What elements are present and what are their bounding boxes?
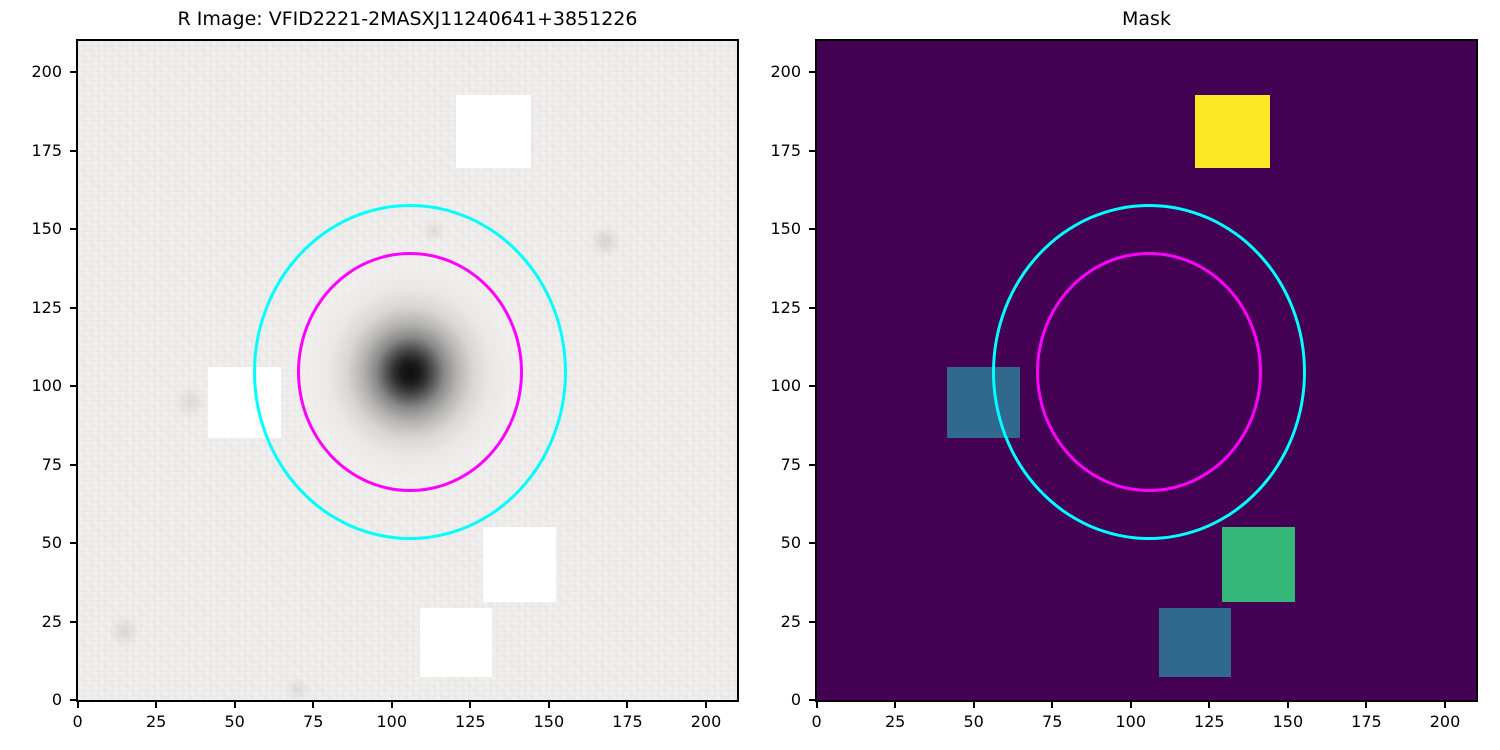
x-tick-label: 0	[811, 712, 822, 731]
x-tick-label: 200	[690, 712, 722, 731]
y-tick-mark	[809, 306, 815, 309]
y-tick-label: 125	[770, 297, 801, 317]
x-tick-label: 100	[376, 712, 408, 731]
y-tick-label: 150	[31, 219, 62, 239]
y-tick-mark	[70, 620, 76, 623]
y-tick-mark	[70, 542, 76, 545]
y-tick-mark	[70, 228, 76, 231]
x-tick-mark	[1051, 702, 1054, 708]
x-tick-mark	[894, 702, 897, 708]
faint-source-blob	[108, 615, 141, 647]
x-tick-mark	[1444, 702, 1446, 708]
y-tick-mark	[809, 228, 815, 231]
y-tick-label: 125	[31, 297, 62, 317]
y-tick-mark	[809, 463, 815, 466]
faint-source-blob	[284, 676, 311, 702]
y-tick-label: 25	[41, 611, 62, 631]
y-tick-label: 175	[31, 140, 62, 160]
x-tick-mark	[1286, 702, 1289, 708]
x-tick-mark	[312, 702, 315, 708]
y-tick-mark	[70, 149, 76, 152]
y-tick-label: 200	[770, 61, 801, 81]
y-tick-label: 150	[770, 219, 801, 239]
y-tick-mark	[70, 385, 76, 388]
y-tick-mark	[809, 385, 815, 388]
y-tick-label: 100	[31, 376, 62, 396]
x-tick-mark	[390, 702, 393, 708]
r-image-plot-area	[76, 39, 739, 702]
y-tick-label: 0	[51, 690, 62, 710]
y-tick-mark	[70, 699, 76, 702]
mask-square	[482, 526, 556, 603]
x-tick-label: 150	[1272, 712, 1304, 731]
x-tick-mark	[76, 702, 79, 708]
x-tick-mark	[547, 702, 550, 708]
y-tick-mark	[809, 620, 815, 623]
faint-source-blob	[589, 225, 622, 258]
aperture-ellipse	[297, 252, 523, 493]
mask-square	[1221, 526, 1295, 603]
x-tick-label: 175	[612, 712, 643, 731]
x-tick-mark	[815, 702, 818, 708]
x-tick-mark	[233, 702, 236, 708]
x-tick-label: 75	[1042, 712, 1063, 731]
aperture-ellipse	[252, 204, 568, 541]
y-tick-label: 50	[41, 533, 62, 553]
aperture-ellipse	[1036, 252, 1262, 493]
mask-square	[455, 94, 531, 169]
y-tick-mark	[809, 149, 815, 152]
mask-square	[420, 607, 492, 677]
x-tick-label: 25	[884, 712, 906, 731]
x-tick-label: 100	[1115, 712, 1147, 731]
x-tick-mark	[626, 702, 629, 708]
y-tick-label: 75	[41, 454, 62, 474]
x-tick-mark	[1365, 702, 1368, 708]
x-tick-label: 175	[1351, 712, 1382, 731]
x-tick-label: 50	[224, 712, 245, 731]
x-tick-label: 125	[1194, 712, 1225, 731]
y-tick-mark	[70, 70, 76, 73]
y-tick-mark	[70, 306, 76, 309]
mask-title: Mask	[1122, 8, 1171, 30]
aperture-ellipse	[991, 204, 1307, 541]
x-tick-mark	[705, 702, 707, 708]
y-tick-label: 200	[31, 61, 62, 81]
y-tick-label: 25	[780, 611, 801, 631]
x-tick-label: 25	[145, 712, 167, 731]
faint-source-blob	[174, 386, 207, 418]
x-tick-label: 125	[455, 712, 486, 731]
mask-square	[1194, 94, 1270, 169]
x-tick-mark	[1129, 702, 1132, 708]
y-tick-mark	[809, 70, 815, 73]
x-tick-label: 75	[303, 712, 324, 731]
y-tick-mark	[809, 699, 815, 702]
x-tick-label: 50	[963, 712, 984, 731]
r-image-title: R Image: VFID2221-2MASXJ11240641+3851226	[177, 8, 638, 30]
y-tick-mark	[70, 463, 76, 466]
mask-square	[1159, 607, 1231, 677]
y-tick-label: 75	[780, 454, 801, 474]
x-tick-mark	[972, 702, 975, 708]
x-tick-mark	[1208, 702, 1211, 708]
x-tick-label: 200	[1429, 712, 1461, 731]
x-tick-label: 0	[72, 712, 83, 731]
y-tick-label: 0	[790, 690, 801, 710]
y-tick-mark	[809, 542, 815, 545]
mask-plot-area	[815, 39, 1478, 702]
x-tick-mark	[155, 702, 158, 708]
y-tick-label: 50	[780, 533, 801, 553]
y-tick-label: 175	[770, 140, 801, 160]
y-tick-label: 100	[770, 376, 801, 396]
x-tick-mark	[469, 702, 472, 708]
x-tick-label: 150	[533, 712, 565, 731]
